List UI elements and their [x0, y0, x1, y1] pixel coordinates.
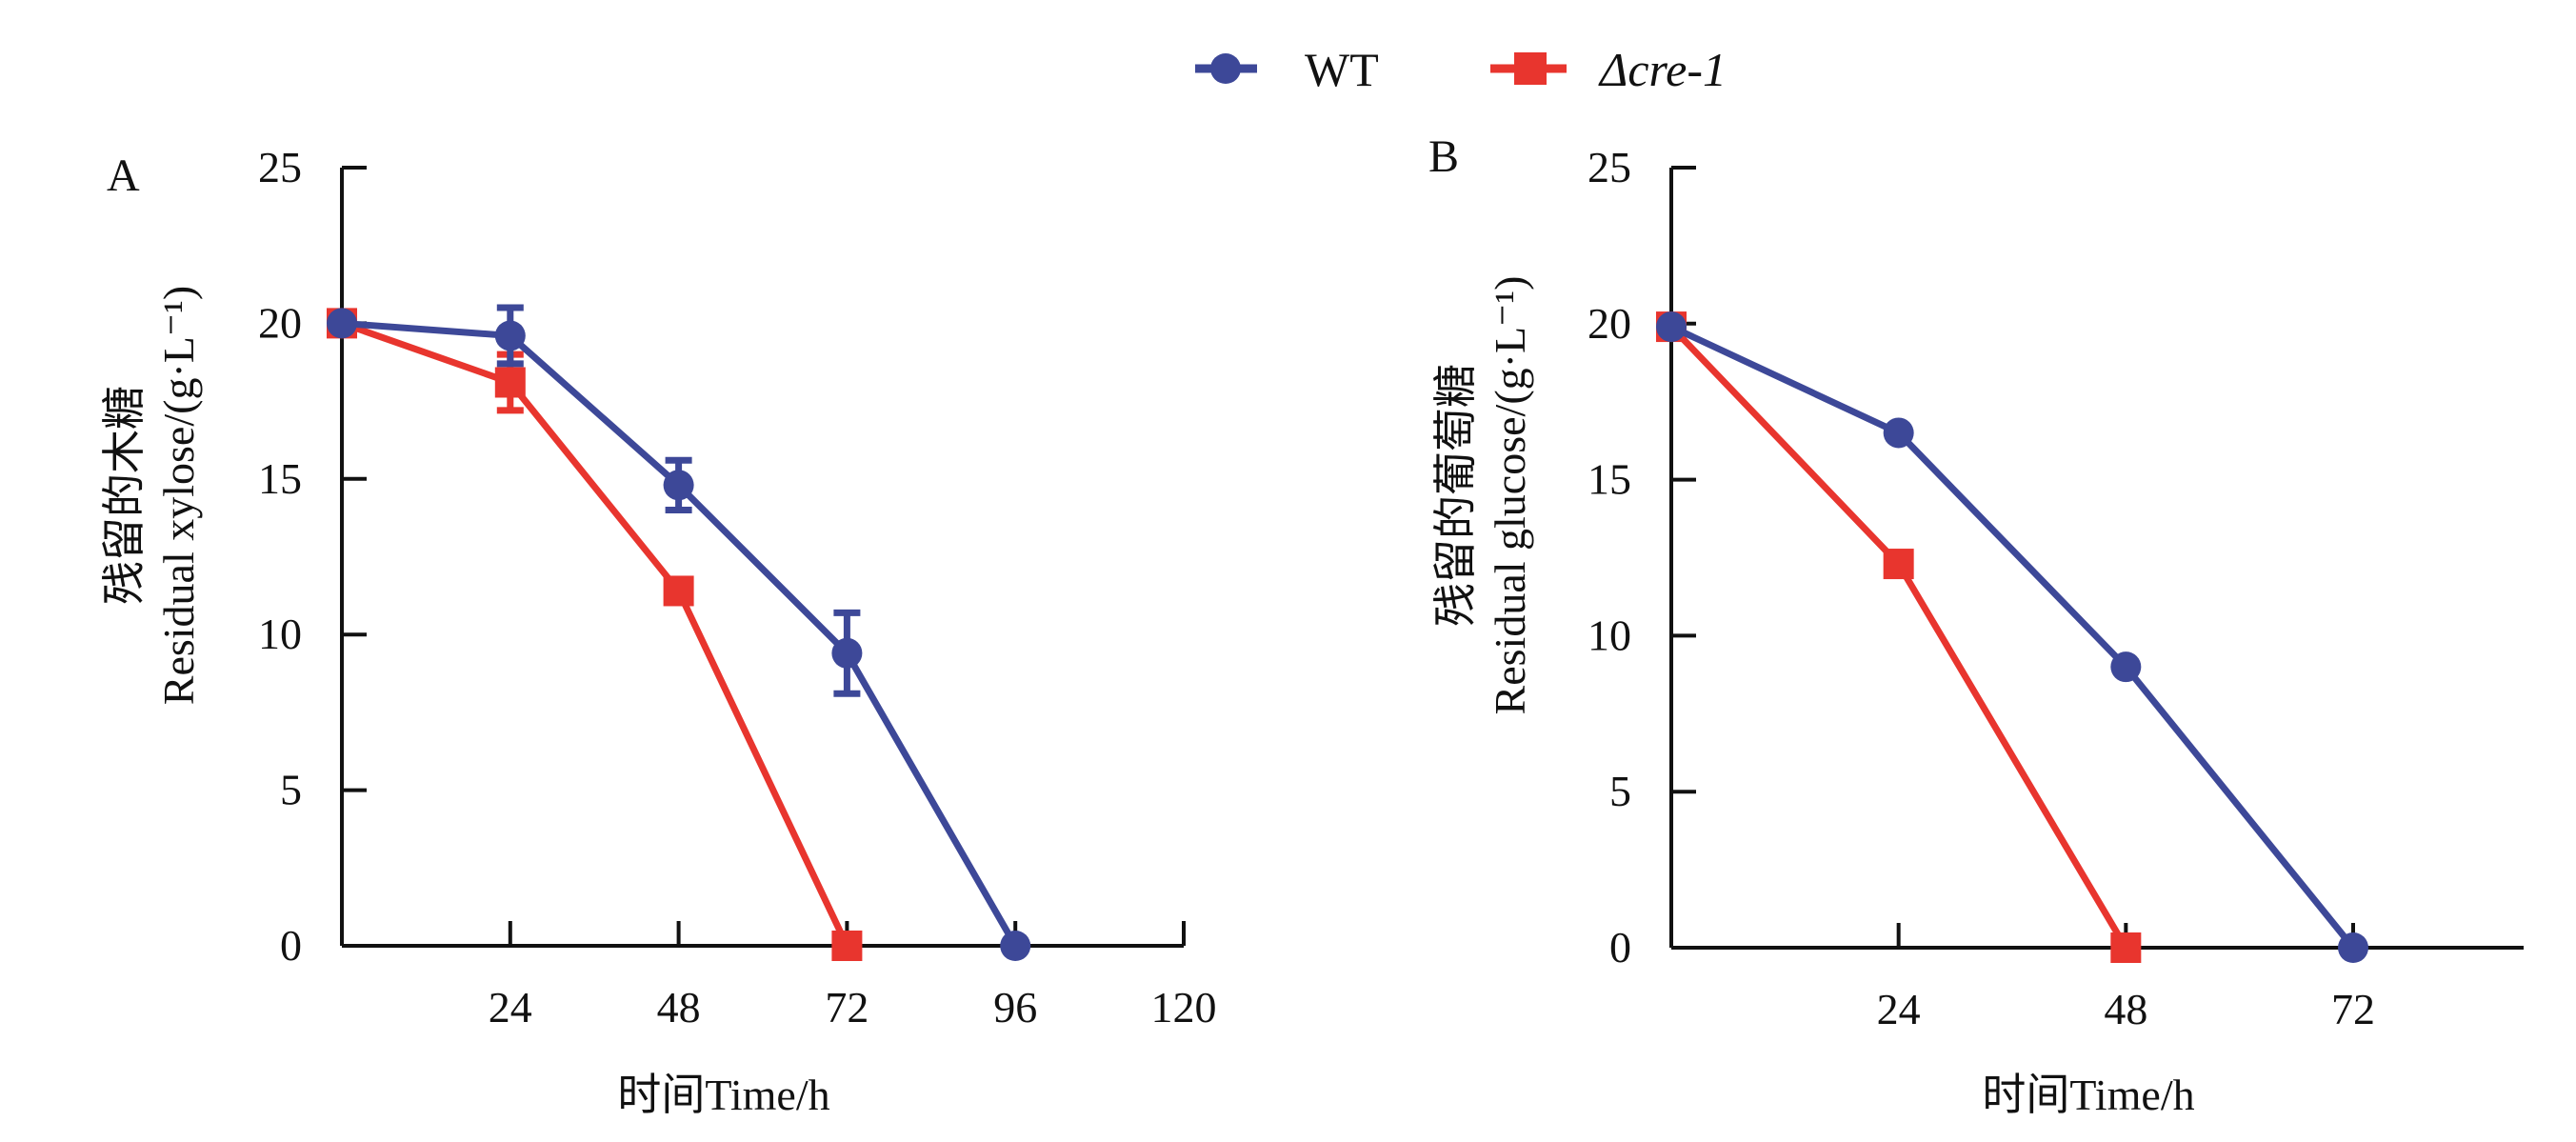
data-point-wt	[327, 308, 357, 339]
data-point-wt	[2110, 651, 2142, 683]
x-axis-label: 时间Time/h	[1982, 1071, 2194, 1119]
series-line-cre-1	[340, 320, 850, 948]
y-tick-label: 0	[280, 921, 302, 970]
data-point-wt	[1883, 417, 1914, 449]
y-tick-label: 0	[1609, 923, 1631, 972]
data-point-wt	[831, 637, 863, 669]
data-point-cre-1	[831, 931, 863, 961]
panel-a: 0 5 10 15 20 25 24 48 72 96 120 A 时间Time/h 残留的木糖 Resid…	[100, 143, 1217, 1119]
y-tick-label: 25	[1588, 143, 1631, 191]
data-point-wt	[1656, 311, 1687, 343]
x-tick-label: 120	[1151, 983, 1217, 1032]
legend-wt-label: WT	[1305, 43, 1379, 96]
y-axis-label: Residual glucose/(g·L⁻¹)	[1486, 276, 1534, 715]
panel-label: A	[107, 150, 140, 201]
data-point-wt	[663, 470, 694, 501]
legend: WT Δcre-1	[1195, 43, 1727, 96]
x-tick-label: 72	[825, 983, 869, 1032]
x-axis-label: 时间Time/h	[617, 1071, 829, 1119]
data-point-wt	[494, 320, 526, 351]
x-tick-label: 48	[2104, 985, 2147, 1033]
x-tick-label: 24	[1877, 985, 1921, 1033]
y-axis-label-cn: 残留的木糖	[100, 386, 149, 605]
x-tick-label: 24	[489, 983, 532, 1032]
data-point-cre-1	[663, 575, 694, 607]
series-line-wt	[1669, 323, 2356, 951]
y-axis-label-cn: 残留的葡萄糖	[1431, 364, 1480, 627]
y-tick-label: 10	[1588, 611, 1631, 659]
x-tick-label: 72	[2331, 985, 2375, 1033]
legend-wt-marker-icon	[1210, 53, 1241, 84]
y-tick-label: 25	[258, 143, 302, 191]
y-tick-label: 10	[258, 610, 302, 658]
y-tick-label: 5	[1609, 767, 1631, 815]
y-tick-label: 15	[1588, 455, 1631, 504]
y-tick-label: 15	[258, 454, 302, 503]
y-axis-label: Residual xylose/(g·L⁻¹)	[154, 286, 203, 705]
legend-cre-marker-icon	[1514, 52, 1547, 85]
data-point-wt	[2338, 932, 2368, 963]
panel-label: B	[1428, 131, 1459, 182]
x-tick-label: 96	[993, 983, 1037, 1032]
panel-b: 0 5 10 15 20 25 24 48 72 B 时间Time/h 残留的葡萄糖 Residual …	[1428, 131, 2524, 1119]
data-point-cre-1	[1883, 549, 1914, 580]
y-tick-label: 5	[280, 766, 302, 814]
data-point-cre-1	[2110, 932, 2142, 963]
y-tick-label: 20	[258, 298, 302, 347]
series-line-wt	[341, 319, 1019, 948]
y-tick-label: 20	[1588, 299, 1631, 348]
data-point-wt	[1000, 931, 1031, 961]
data-point-cre-1	[494, 367, 526, 398]
legend-cre-label: Δcre-1	[1598, 43, 1727, 96]
x-tick-label: 48	[657, 983, 701, 1032]
